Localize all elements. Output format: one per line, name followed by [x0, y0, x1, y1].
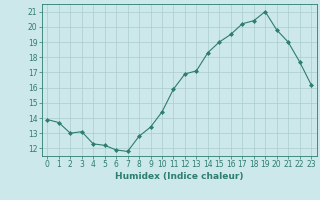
X-axis label: Humidex (Indice chaleur): Humidex (Indice chaleur) [115, 172, 244, 181]
